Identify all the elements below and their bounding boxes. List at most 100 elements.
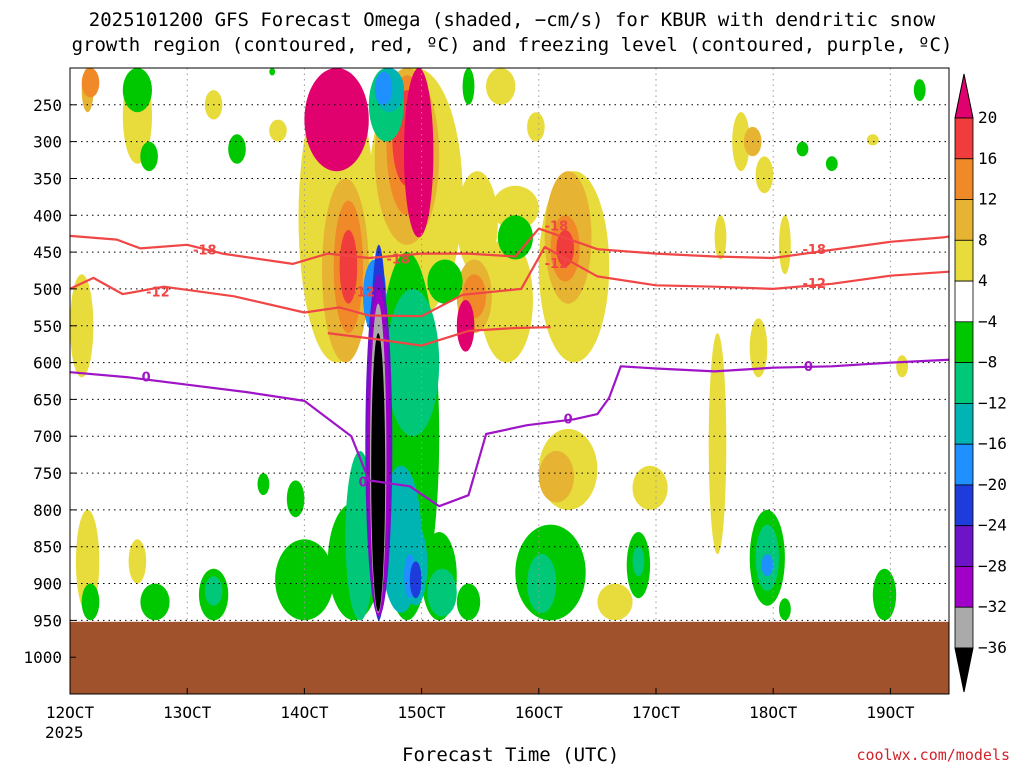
y-axis: 250 300 350 400 450 500 550 600 650 700 750 800 850 9…	[23, 96, 76, 667]
title-line-2: growth region (contoured, red, ºC) and f…	[71, 34, 953, 56]
omega-region-4	[480, 237, 533, 363]
title-line-1: 2025101200 GFS Forecast Omega (shaded, −…	[88, 9, 936, 31]
omega-region-64	[913, 79, 926, 102]
x-axis-label: Forecast Time (UTC)	[402, 744, 620, 766]
colorbar-label-4: 8	[978, 230, 988, 249]
y-tick-label-6: 500	[33, 280, 62, 299]
omega-region-92	[371, 333, 386, 612]
y-tick-label-12: 800	[33, 501, 62, 520]
y-tick-label-16: 1000	[23, 648, 62, 667]
colorbar-label-2: 16	[978, 149, 997, 168]
omega-region-53	[427, 259, 463, 304]
y-tick-label-4: 400	[33, 206, 62, 225]
contour-label-3: -18	[386, 253, 410, 268]
omega-region-25	[597, 583, 633, 621]
y-tick-label-14: 900	[33, 575, 62, 594]
omega-region-47	[122, 68, 152, 113]
omega-region-73	[386, 289, 440, 437]
omega-region-19	[708, 333, 727, 555]
omega-region-16	[755, 156, 774, 194]
colorbar-swatch-15	[954, 647, 974, 693]
omega-region-3	[456, 171, 498, 275]
omega-region-66	[825, 156, 838, 172]
colorbar-label-7: −8	[978, 353, 997, 372]
omega-region-23	[896, 355, 908, 378]
colorbar-swatch-8	[954, 362, 974, 404]
omega-region-58	[456, 583, 481, 621]
colorbar-label-11: −24	[978, 516, 1007, 535]
omega-region-9	[269, 119, 287, 142]
omega-region-44	[404, 68, 434, 238]
contour-lines: -18 -18 -18 -18 -12 -12 -12 -12 0 0 0 0	[70, 219, 949, 508]
plot-frame	[69, 67, 950, 695]
omega-region-67	[81, 583, 100, 621]
y-tick-label-1: 250	[33, 96, 62, 115]
x-tick-label-5: 16OCT	[515, 703, 564, 722]
x-tick-label-2: 13OCT	[163, 703, 212, 722]
omega-region-83	[374, 71, 393, 105]
contour-label-1: -18	[193, 244, 217, 259]
credit-link[interactable]: coolwx.com/models	[856, 746, 1010, 764]
colorbar-swatch-5	[954, 239, 974, 282]
omega-region-40	[339, 229, 358, 304]
contour-label-4: -18	[545, 219, 569, 234]
colorbar-swatch-10	[954, 443, 974, 486]
chart-title: 2025101200 GFS Forecast Omega (shaded, −…	[0, 8, 1024, 58]
contour-label-6: -12	[802, 277, 826, 292]
omega-region-69	[140, 583, 170, 621]
omega-region-79	[632, 546, 645, 577]
colorbar-label-14: −36	[978, 638, 1007, 657]
x-tick-label-7: 18OCT	[749, 703, 798, 722]
contour-label-5: -12	[146, 286, 170, 301]
colorbar-label-3: 12	[978, 190, 997, 209]
omega-region-77	[204, 576, 223, 606]
omega-region-24	[866, 134, 879, 146]
y-tick-label-5: 450	[33, 243, 62, 262]
colorbar-label-8: −12	[978, 393, 1007, 412]
omega-region-63	[779, 598, 791, 621]
omega-region-50	[269, 68, 276, 76]
omega-region-86	[761, 554, 774, 577]
ground-layer	[70, 621, 949, 694]
y-tick-label-11: 750	[33, 464, 62, 483]
omega-region-52	[497, 215, 533, 260]
colorbar-swatch-4	[954, 199, 974, 241]
colorbar-label-9: −16	[978, 434, 1007, 453]
colorbar-swatch-2	[954, 117, 974, 160]
omega-region-31	[538, 450, 575, 503]
ground-fill	[70, 621, 949, 694]
x-axis: 12OCT 13OCT 14OCT 15OCT 16OCT 17OCT 18OCT 19OCT…	[45, 688, 915, 742]
omega-region-65	[796, 141, 809, 157]
omega-region-13	[486, 68, 516, 105]
colorbar-swatch-12	[954, 525, 974, 567]
colorbar-swatch-14	[954, 606, 974, 649]
y-tick-label-15: 950	[33, 611, 62, 630]
y-tick-label-7: 550	[33, 317, 62, 336]
x-tick-label-3: 14OCT	[280, 703, 329, 722]
omega-region-51	[462, 68, 475, 105]
omega-region-55	[286, 480, 305, 518]
colorbar-swatch-9	[954, 402, 974, 445]
colorbar-swatch-1	[954, 73, 974, 119]
contour-1	[70, 227, 949, 265]
colorbar-label-6: −4	[978, 312, 997, 331]
colorbar-swatch-13	[954, 566, 974, 608]
colorbar-label-13: −32	[978, 597, 1007, 616]
colorbar-swatch-11	[954, 484, 974, 527]
contour-4	[70, 358, 949, 508]
omega-region-14	[527, 112, 545, 142]
contour-label-12: 0	[804, 360, 813, 375]
y-tick-label-2: 300	[33, 133, 62, 152]
contour-label-7: -12	[545, 257, 569, 272]
omega-region-48	[140, 141, 158, 172]
omega-region-12	[128, 539, 147, 584]
x-tick-label-8: 19OCT	[866, 703, 915, 722]
omega-region-39	[81, 68, 100, 98]
omega-region-6	[492, 185, 539, 230]
y-tick-label-13: 850	[33, 538, 62, 557]
colorbar-swatch-3	[954, 158, 974, 201]
omega-region-45	[456, 300, 475, 352]
omega-region-43	[304, 68, 369, 172]
omega-region-21	[632, 465, 668, 510]
contour-label-10: 0	[358, 476, 367, 491]
